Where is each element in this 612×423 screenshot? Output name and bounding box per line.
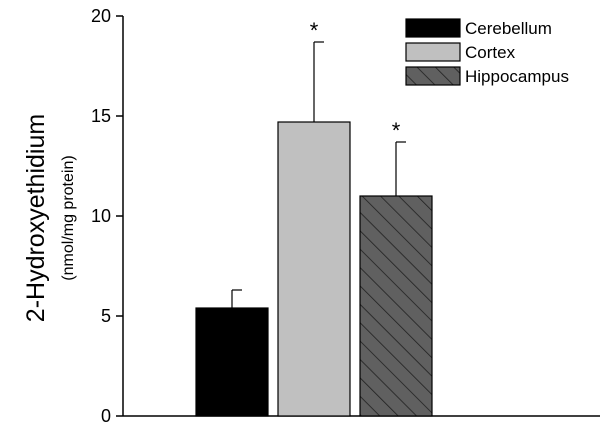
bar <box>359 195 433 417</box>
legend-label: Cerebellum <box>465 19 552 38</box>
bar <box>277 121 351 417</box>
y-tick-label: 10 <box>91 206 111 226</box>
bar <box>195 307 269 417</box>
y-axis-unit-label: (nmol/mg protein) <box>60 155 77 280</box>
legend-swatch <box>405 18 461 38</box>
significance-marker: * <box>392 118 401 143</box>
legend-label: Hippocampus <box>465 67 569 86</box>
bar-group: * <box>359 118 433 417</box>
legend-label: Cortex <box>465 43 516 62</box>
y-tick-label: 20 <box>91 6 111 26</box>
significance-marker: * <box>310 18 319 43</box>
legend-item: Hippocampus <box>405 66 569 86</box>
y-tick-label: 5 <box>101 306 111 326</box>
legend-swatch <box>405 42 461 62</box>
y-axis-title: 2-Hydroxyethidium (nmol/mg protein) <box>22 114 77 322</box>
bars-group: ** <box>195 18 433 417</box>
y-axis-label: 2-Hydroxyethidium <box>22 114 50 322</box>
bar-group <box>195 289 269 417</box>
legend-swatch <box>405 66 461 86</box>
legend-item: Cortex <box>405 42 516 62</box>
legend: Cerebellum Cortex Hippocampus <box>405 18 569 86</box>
y-tick-label: 0 <box>101 406 111 423</box>
bar-group: * <box>277 18 351 417</box>
y-tick-label: 15 <box>91 106 111 126</box>
legend-item: Cerebellum <box>405 18 552 38</box>
